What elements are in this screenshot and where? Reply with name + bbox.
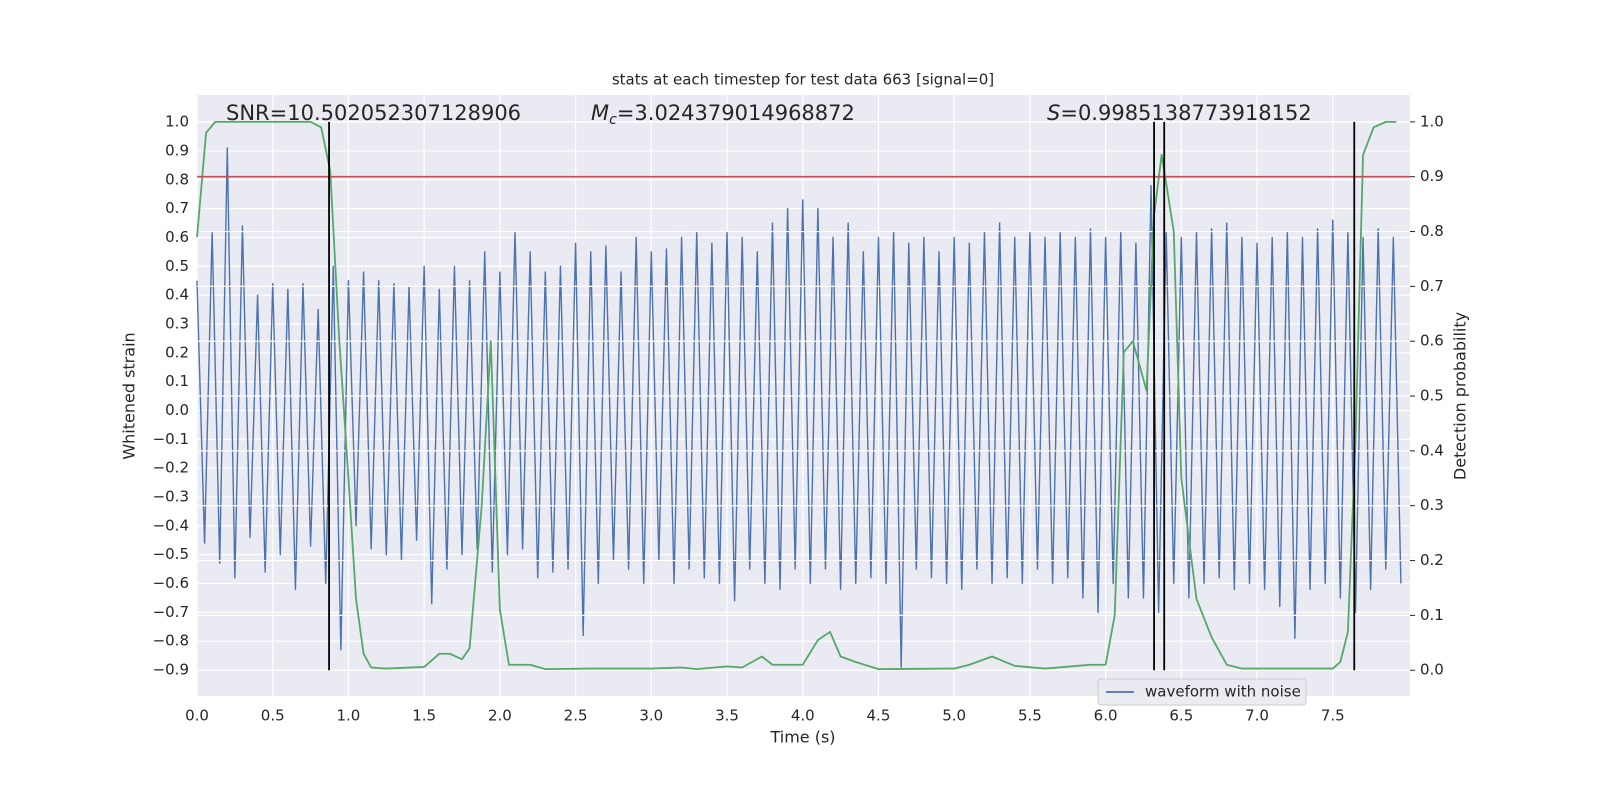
x-tick-label: 2.0	[488, 707, 512, 725]
y2-tick-label: 1.0	[1420, 112, 1444, 130]
y-tick-label: −0.4	[153, 516, 189, 534]
y-tick-label: 0.3	[165, 314, 189, 332]
y2-tick-label: 0.3	[1420, 496, 1444, 514]
x-tick-label: 6.0	[1094, 707, 1118, 725]
annotation-text: =3.024379014968872	[617, 101, 855, 125]
y2-tick-label: 0.8	[1420, 222, 1444, 240]
annotation-symbol: S	[1047, 101, 1060, 125]
annotation-subscript: c	[609, 112, 617, 128]
annotation: S=0.9985138773918152	[1047, 101, 1312, 125]
y2-tick-label: 0.9	[1420, 167, 1444, 185]
y-tick-label: −0.2	[153, 459, 189, 477]
y-tick-label: −0.8	[153, 632, 189, 650]
y2-tick-label: 0.5	[1420, 387, 1444, 405]
y-tick-label: −0.5	[153, 545, 189, 563]
x-tick-label: 0.0	[185, 707, 209, 725]
x-tick-label: 6.5	[1169, 707, 1193, 725]
annotation-text: =0.9985138773918152	[1060, 101, 1311, 125]
y-tick-label: 0.7	[165, 199, 189, 217]
chart-title: stats at each timestep for test data 663…	[612, 71, 994, 89]
x-tick-label: 0.5	[261, 707, 285, 725]
y2-tick-label: 0.2	[1420, 551, 1444, 569]
y-tick-label: 0.9	[165, 141, 189, 159]
x-tick-label: 1.0	[337, 707, 361, 725]
y-tick-label: 0.2	[165, 343, 189, 361]
y-tick-label: 1.0	[165, 113, 189, 131]
y2-tick-label: 0.1	[1420, 606, 1444, 624]
y-tick-label: −0.7	[153, 603, 189, 621]
y-tick-label: 0.6	[165, 228, 189, 246]
y-tick-label: −0.6	[153, 574, 189, 592]
y2-axis-label: Detection probability	[1451, 312, 1470, 480]
series-line	[196, 120, 1397, 671]
annotation-symbol: SNR	[226, 101, 270, 125]
series-line	[196, 147, 1402, 668]
x-tick-label: 1.5	[412, 707, 436, 725]
x-tick-label: 3.0	[639, 707, 663, 725]
y2-tick-label: 0.7	[1420, 277, 1444, 295]
legend-label: waveform with noise	[1145, 683, 1301, 701]
x-tick-label: 5.0	[942, 707, 966, 725]
annotation: Mc=3.024379014968872	[591, 101, 855, 128]
x-tick-label: 7.5	[1321, 707, 1345, 725]
y-tick-label: −0.3	[153, 488, 189, 506]
y-tick-label: −0.1	[153, 430, 189, 448]
y-axis-label: Whitened strain	[120, 332, 139, 459]
y-tick-label: 0.5	[165, 257, 189, 275]
y-tick-label: 0.4	[165, 286, 189, 304]
x-tick-label: 7.0	[1245, 707, 1269, 725]
legend-box	[1097, 678, 1307, 706]
x-tick-label: 2.5	[564, 707, 588, 725]
y2-tick-label: 0.4	[1420, 441, 1444, 459]
annotation-symbol: M	[591, 101, 609, 125]
y-tick-label: 0.1	[165, 372, 189, 390]
y-tick-label: −0.9	[153, 661, 189, 679]
x-axis-label: Time (s)	[769, 728, 835, 747]
annotation: SNR=10.502052307128906	[226, 101, 521, 125]
x-tick-label: 3.5	[715, 707, 739, 725]
y2-tick-label: 0.0	[1420, 661, 1444, 679]
x-tick-label: 4.0	[791, 707, 815, 725]
annotation-text: =10.502052307128906	[270, 101, 521, 125]
x-tick-label: 5.5	[1018, 707, 1042, 725]
y2-tick-label: 0.6	[1420, 332, 1444, 350]
y-tick-label: 0.0	[165, 401, 189, 419]
x-tick-label: 4.5	[867, 707, 891, 725]
y-tick-label: 0.8	[165, 170, 189, 188]
